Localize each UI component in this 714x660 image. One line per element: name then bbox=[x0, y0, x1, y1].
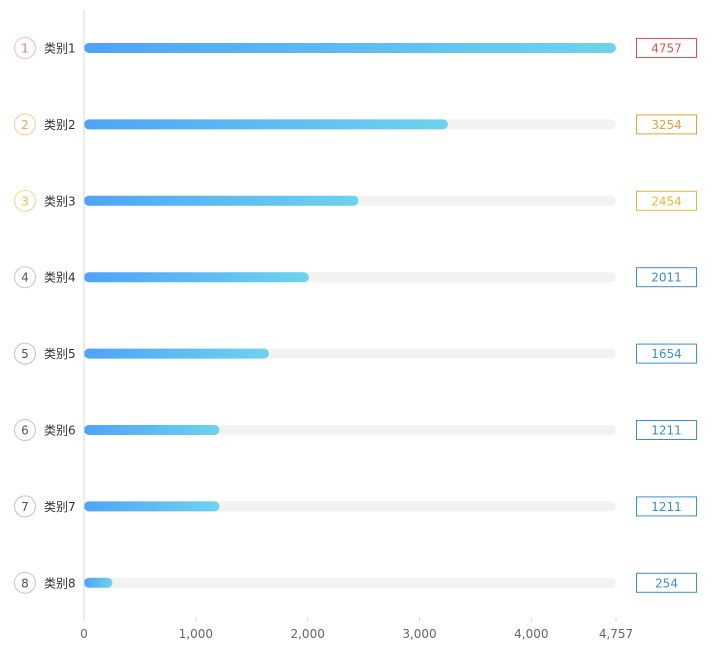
value-box bbox=[636, 38, 697, 58]
value-label: 4757 bbox=[651, 42, 682, 56]
x-tick-label: 4,757 bbox=[599, 627, 633, 641]
x-tick-label: 1,000 bbox=[179, 627, 213, 641]
bar bbox=[84, 348, 269, 359]
bar bbox=[84, 425, 220, 435]
bars bbox=[84, 43, 616, 588]
category-label: 类别2 bbox=[44, 118, 76, 132]
category-rows: 1 类别1 2 类别2 3 类别3 4 类别4 5 类别5 6 类别6 7 类别7 8 类别8 bbox=[13, 36, 76, 594]
rank-badge bbox=[13, 266, 37, 289]
rank-number: 5 bbox=[21, 347, 29, 361]
x-tick-label: 0 bbox=[80, 627, 88, 641]
rank-number: 4 bbox=[21, 271, 29, 285]
bar bbox=[84, 43, 616, 53]
category-label: 类别5 bbox=[44, 347, 76, 361]
value-label: 2454 bbox=[651, 194, 682, 208]
category-label: 类别4 bbox=[44, 271, 76, 285]
value-label: 254 bbox=[655, 576, 678, 590]
rank-number: 1 bbox=[21, 42, 29, 56]
value-label: 1211 bbox=[651, 424, 682, 438]
value-box bbox=[636, 496, 697, 517]
category-label: 类别3 bbox=[44, 194, 76, 208]
category-label: 类别6 bbox=[44, 424, 76, 438]
x-tick-label: 2,000 bbox=[290, 627, 324, 641]
x-tick-label: 3,000 bbox=[402, 627, 436, 641]
rank-number: 8 bbox=[21, 576, 29, 590]
rank-badge bbox=[13, 418, 37, 442]
value-box bbox=[636, 190, 697, 211]
value-box bbox=[636, 343, 697, 364]
rank-badge bbox=[13, 342, 37, 365]
x-axis: 0 1,000 2,000 3,000 4,000 4,757 bbox=[80, 617, 633, 641]
value-label: 3254 bbox=[651, 118, 682, 132]
category-label: 类别7 bbox=[44, 500, 76, 514]
rank-number: 7 bbox=[21, 500, 29, 514]
value-box bbox=[636, 114, 697, 135]
value-box bbox=[636, 420, 697, 440]
rank-badge bbox=[13, 189, 37, 212]
category-label: 类别8 bbox=[44, 576, 76, 590]
bar bbox=[84, 501, 220, 512]
rank-badge bbox=[13, 36, 37, 60]
bar bbox=[84, 577, 113, 588]
value-labels: 4757 3254 2454 2011 1654 1211 1211 254 bbox=[636, 38, 697, 593]
rank-number: 3 bbox=[21, 194, 29, 208]
rank-badge bbox=[13, 495, 37, 518]
rank-badge bbox=[13, 571, 37, 594]
bar bbox=[84, 119, 448, 130]
value-box bbox=[636, 267, 697, 288]
rank-number: 2 bbox=[21, 118, 29, 132]
bar bbox=[84, 195, 359, 206]
value-label: 1654 bbox=[651, 347, 682, 361]
bar-track bbox=[84, 577, 616, 588]
category-label: 类别1 bbox=[44, 42, 76, 56]
value-label: 1211 bbox=[651, 500, 682, 514]
bar bbox=[84, 272, 309, 283]
value-label: 2011 bbox=[651, 271, 682, 285]
rank-badge bbox=[13, 113, 37, 136]
value-box bbox=[636, 572, 697, 593]
x-tick-label: 4,000 bbox=[514, 627, 548, 641]
rank-number: 6 bbox=[21, 424, 29, 438]
